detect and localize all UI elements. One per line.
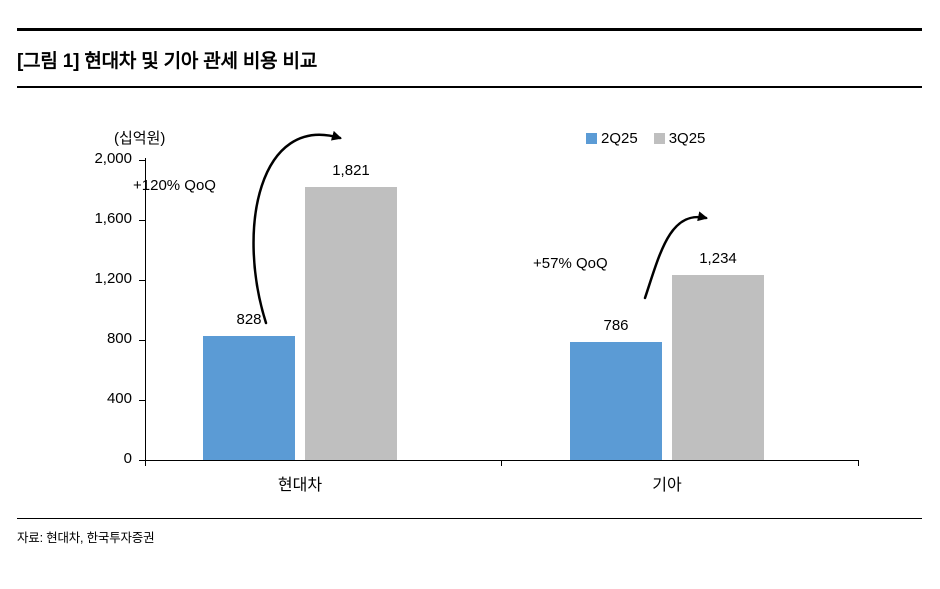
legend-item-2q25: 2Q25 bbox=[586, 130, 638, 147]
legend-item-3q25: 3Q25 bbox=[653, 130, 706, 147]
bar-value-label: 1,821 bbox=[332, 161, 370, 179]
y-axis-tick-label: 2,000 bbox=[94, 150, 132, 167]
legend-label-3q25: 3Q25 bbox=[668, 130, 706, 147]
y-axis-tick-label: 800 bbox=[106, 330, 132, 347]
x-axis-line bbox=[145, 460, 859, 461]
qoq-annotation-hyundai: +120% QoQ bbox=[133, 177, 216, 194]
y-axis-tick-mark bbox=[139, 159, 145, 161]
title-divider bbox=[17, 86, 922, 88]
y-axis-tick-mark bbox=[139, 459, 145, 461]
qoq-arrow-kia-icon bbox=[643, 211, 708, 300]
x-axis-tick-mark bbox=[501, 460, 502, 466]
x-axis-category-label: 기아 bbox=[652, 477, 682, 494]
x-axis-category-label: 현대차 bbox=[277, 477, 323, 494]
bar-3q25-kia bbox=[672, 274, 764, 460]
x-axis-tick-mark bbox=[857, 460, 859, 466]
bar-3q25-hyundai bbox=[305, 186, 397, 460]
qoq-arrow-hyundai-icon bbox=[252, 130, 342, 325]
bar-2q25-hyundai bbox=[203, 335, 295, 460]
y-axis-tick-mark bbox=[139, 399, 145, 401]
legend-label-2q25: 2Q25 bbox=[601, 130, 638, 147]
y-axis-line bbox=[145, 158, 146, 461]
footer-divider bbox=[17, 518, 922, 519]
top-divider bbox=[17, 28, 922, 31]
legend-swatch-3q25-icon bbox=[653, 133, 665, 144]
legend-swatch-2q25-icon bbox=[586, 133, 597, 144]
bar-2q25-kia bbox=[570, 342, 662, 460]
bar-value-label: 828 bbox=[236, 310, 262, 328]
chart-legend: 2Q25 3Q25 bbox=[586, 130, 705, 147]
y-axis-tick-label: 1,600 bbox=[94, 210, 132, 227]
bar-value-label: 786 bbox=[603, 317, 629, 335]
figure-title: [그림 1] 현대차 및 기아 관세 비용 비교 bbox=[17, 51, 318, 72]
y-axis-tick-label: 400 bbox=[106, 390, 132, 407]
x-axis-tick-mark bbox=[144, 460, 146, 466]
y-axis-tick-label: 1,200 bbox=[94, 270, 132, 287]
y-axis-tick-mark bbox=[139, 279, 145, 281]
qoq-annotation-kia: +57% QoQ bbox=[533, 255, 608, 272]
y-axis-tick-label: 0 bbox=[123, 450, 132, 467]
source-note: 자료: 현대차, 한국투자증권 bbox=[17, 531, 155, 545]
y-axis-tick-mark bbox=[139, 339, 145, 341]
bar-value-label: 1,234 bbox=[699, 249, 737, 267]
y-axis-unit-label: (십억원) bbox=[114, 130, 166, 147]
y-axis-tick-mark bbox=[139, 219, 145, 221]
